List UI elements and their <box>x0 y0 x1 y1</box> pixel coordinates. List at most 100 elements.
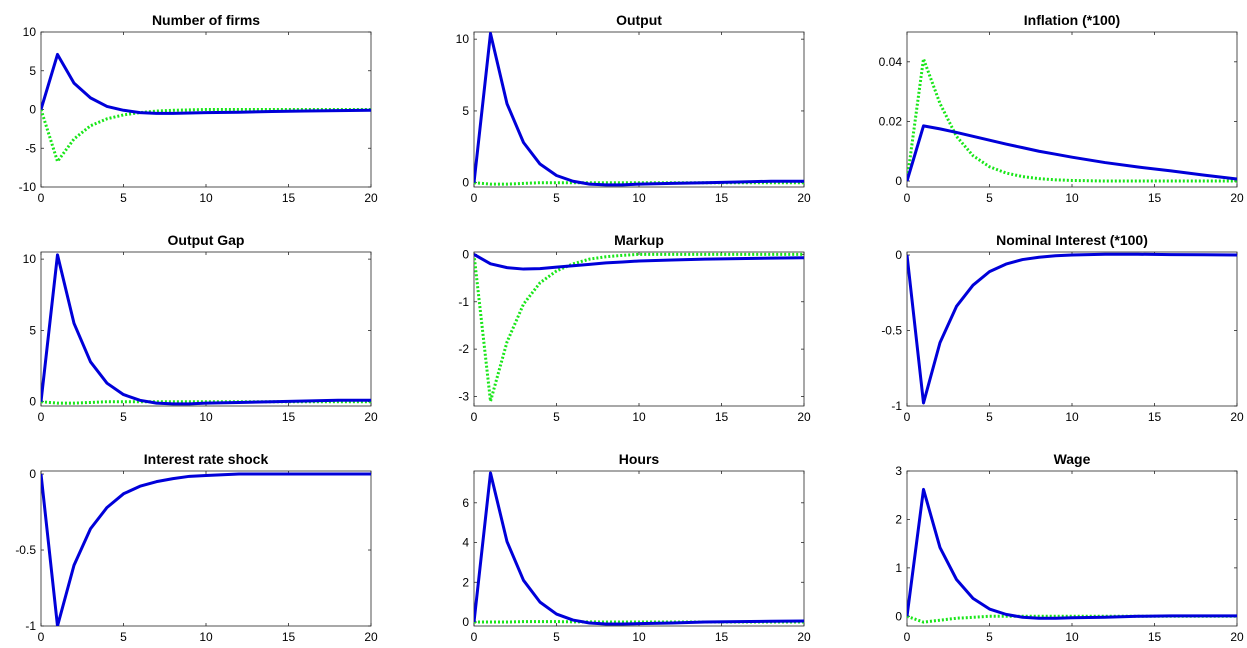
x-tick-label: 5 <box>986 191 993 205</box>
panel-6: Nominal Interest (*100) 0 5 10 15 20 -1 -0.5 0 <box>881 232 1244 424</box>
panel-title: Inflation (*100) <box>1024 12 1120 28</box>
y-tick-label: 10 <box>23 252 37 266</box>
y-tick-label: 0 <box>462 615 469 629</box>
axes-frame <box>40 251 372 407</box>
panel-title: Wage <box>1054 451 1091 467</box>
panel-5: Markup 0 5 10 15 20 -3 -2 -1 0 <box>458 232 811 424</box>
panel-title: Output Gap <box>168 232 245 248</box>
axes-frame <box>906 470 1238 627</box>
y-tick-label: 0 <box>29 467 36 481</box>
plot-area <box>474 471 804 626</box>
panel-title: Output <box>616 12 662 28</box>
plot-area <box>474 252 804 403</box>
x-tick-label: 5 <box>553 191 560 205</box>
y-tick-label: 0 <box>895 174 902 188</box>
x-tick-label: 0 <box>38 191 45 205</box>
series-line-solid <box>41 472 371 626</box>
y-tick-label: 10 <box>23 25 37 39</box>
x-tick-label: 5 <box>986 410 993 424</box>
y-tick-label: 10 <box>456 32 470 46</box>
axes-frame <box>473 31 805 188</box>
series-line-solid <box>907 487 1237 620</box>
plot-area <box>41 253 371 406</box>
y-tick-label: 0 <box>462 176 469 190</box>
plot-area <box>907 57 1237 183</box>
y-tick-label: -1 <box>25 619 36 633</box>
x-tick-label: 5 <box>553 410 560 424</box>
series-line-dotted <box>474 181 804 186</box>
series-line-solid <box>907 252 1237 405</box>
series-line-solid <box>474 32 804 187</box>
x-tick-label: 15 <box>282 191 296 205</box>
y-tick-label: 5 <box>462 104 469 118</box>
axes-frame <box>473 470 805 627</box>
x-tick-label: 20 <box>364 630 378 644</box>
axes-frame <box>40 470 372 627</box>
y-tick-label: 0 <box>895 609 902 623</box>
series-line-solid <box>474 471 804 626</box>
x-tick-label: 15 <box>1148 630 1162 644</box>
panel-3: Inflation (*100) 0 5 10 15 20 0 0.02 0.04 <box>879 12 1244 205</box>
panel-9: Wage 0 5 10 15 20 0 1 2 3 <box>895 451 1244 644</box>
y-tick-label: 2 <box>462 575 469 589</box>
y-tick-label: 0 <box>29 103 36 117</box>
x-tick-label: 20 <box>1230 410 1244 424</box>
y-tick-label: 4 <box>462 536 469 550</box>
x-tick-label: 10 <box>1065 630 1079 644</box>
y-tick-label: -2 <box>458 342 469 356</box>
y-tick-label: 5 <box>29 64 36 78</box>
series-line-solid <box>474 253 804 271</box>
y-tick-label: 6 <box>462 496 469 510</box>
x-tick-label: 10 <box>1065 410 1079 424</box>
x-tick-label: 10 <box>632 630 646 644</box>
axes-frame <box>906 251 1238 407</box>
x-tick-label: 15 <box>715 191 729 205</box>
panel-1: Number of firms 0 5 10 15 20 -10 -5 0 5 10 <box>19 12 378 205</box>
panel-title: Number of firms <box>152 12 260 28</box>
panel-8: Hours 0 5 10 15 20 0 2 4 6 <box>462 451 811 644</box>
y-tick-label: 3 <box>895 464 902 478</box>
series-line-dotted <box>41 400 371 405</box>
panel-2: Output 0 5 10 15 20 0 5 10 <box>456 12 811 205</box>
x-tick-label: 10 <box>1065 191 1079 205</box>
panel-4: Output Gap 0 5 10 15 20 0 5 10 <box>23 232 378 424</box>
panel-title: Hours <box>619 451 660 467</box>
x-tick-label: 15 <box>282 630 296 644</box>
y-tick-label: 0 <box>462 247 469 261</box>
x-tick-label: 15 <box>1148 410 1162 424</box>
y-tick-label: 0 <box>29 395 36 409</box>
axes-frame <box>906 31 1238 188</box>
y-tick-label: 0.02 <box>879 114 903 128</box>
plot-area <box>41 472 371 626</box>
y-tick-label: -1 <box>891 399 902 413</box>
series-line-dotted <box>474 252 804 403</box>
x-tick-label: 20 <box>364 410 378 424</box>
x-tick-label: 0 <box>904 191 911 205</box>
plot-area <box>474 32 804 187</box>
y-tick-label: 5 <box>29 323 36 337</box>
x-tick-label: 5 <box>120 410 127 424</box>
x-tick-label: 0 <box>38 630 45 644</box>
x-tick-label: 20 <box>1230 630 1244 644</box>
axes-frame <box>473 251 805 407</box>
plot-area <box>41 52 371 163</box>
y-tick-label: -1 <box>458 295 469 309</box>
series-line-dotted <box>907 57 1237 183</box>
x-tick-label: 10 <box>199 410 213 424</box>
x-tick-label: 15 <box>715 410 729 424</box>
x-tick-label: 5 <box>120 191 127 205</box>
x-tick-label: 10 <box>632 191 646 205</box>
plot-area <box>907 487 1237 624</box>
series-line-solid <box>907 124 1237 182</box>
x-tick-label: 15 <box>715 630 729 644</box>
y-tick-label: -3 <box>458 390 469 404</box>
y-tick-label: -0.5 <box>15 543 36 557</box>
x-tick-label: 0 <box>38 410 45 424</box>
x-tick-label: 10 <box>632 410 646 424</box>
y-tick-label: -10 <box>19 180 37 194</box>
series-line-solid <box>41 253 371 406</box>
x-tick-label: 20 <box>797 191 811 205</box>
x-tick-label: 0 <box>904 630 911 644</box>
y-tick-label: 0.04 <box>879 55 903 69</box>
